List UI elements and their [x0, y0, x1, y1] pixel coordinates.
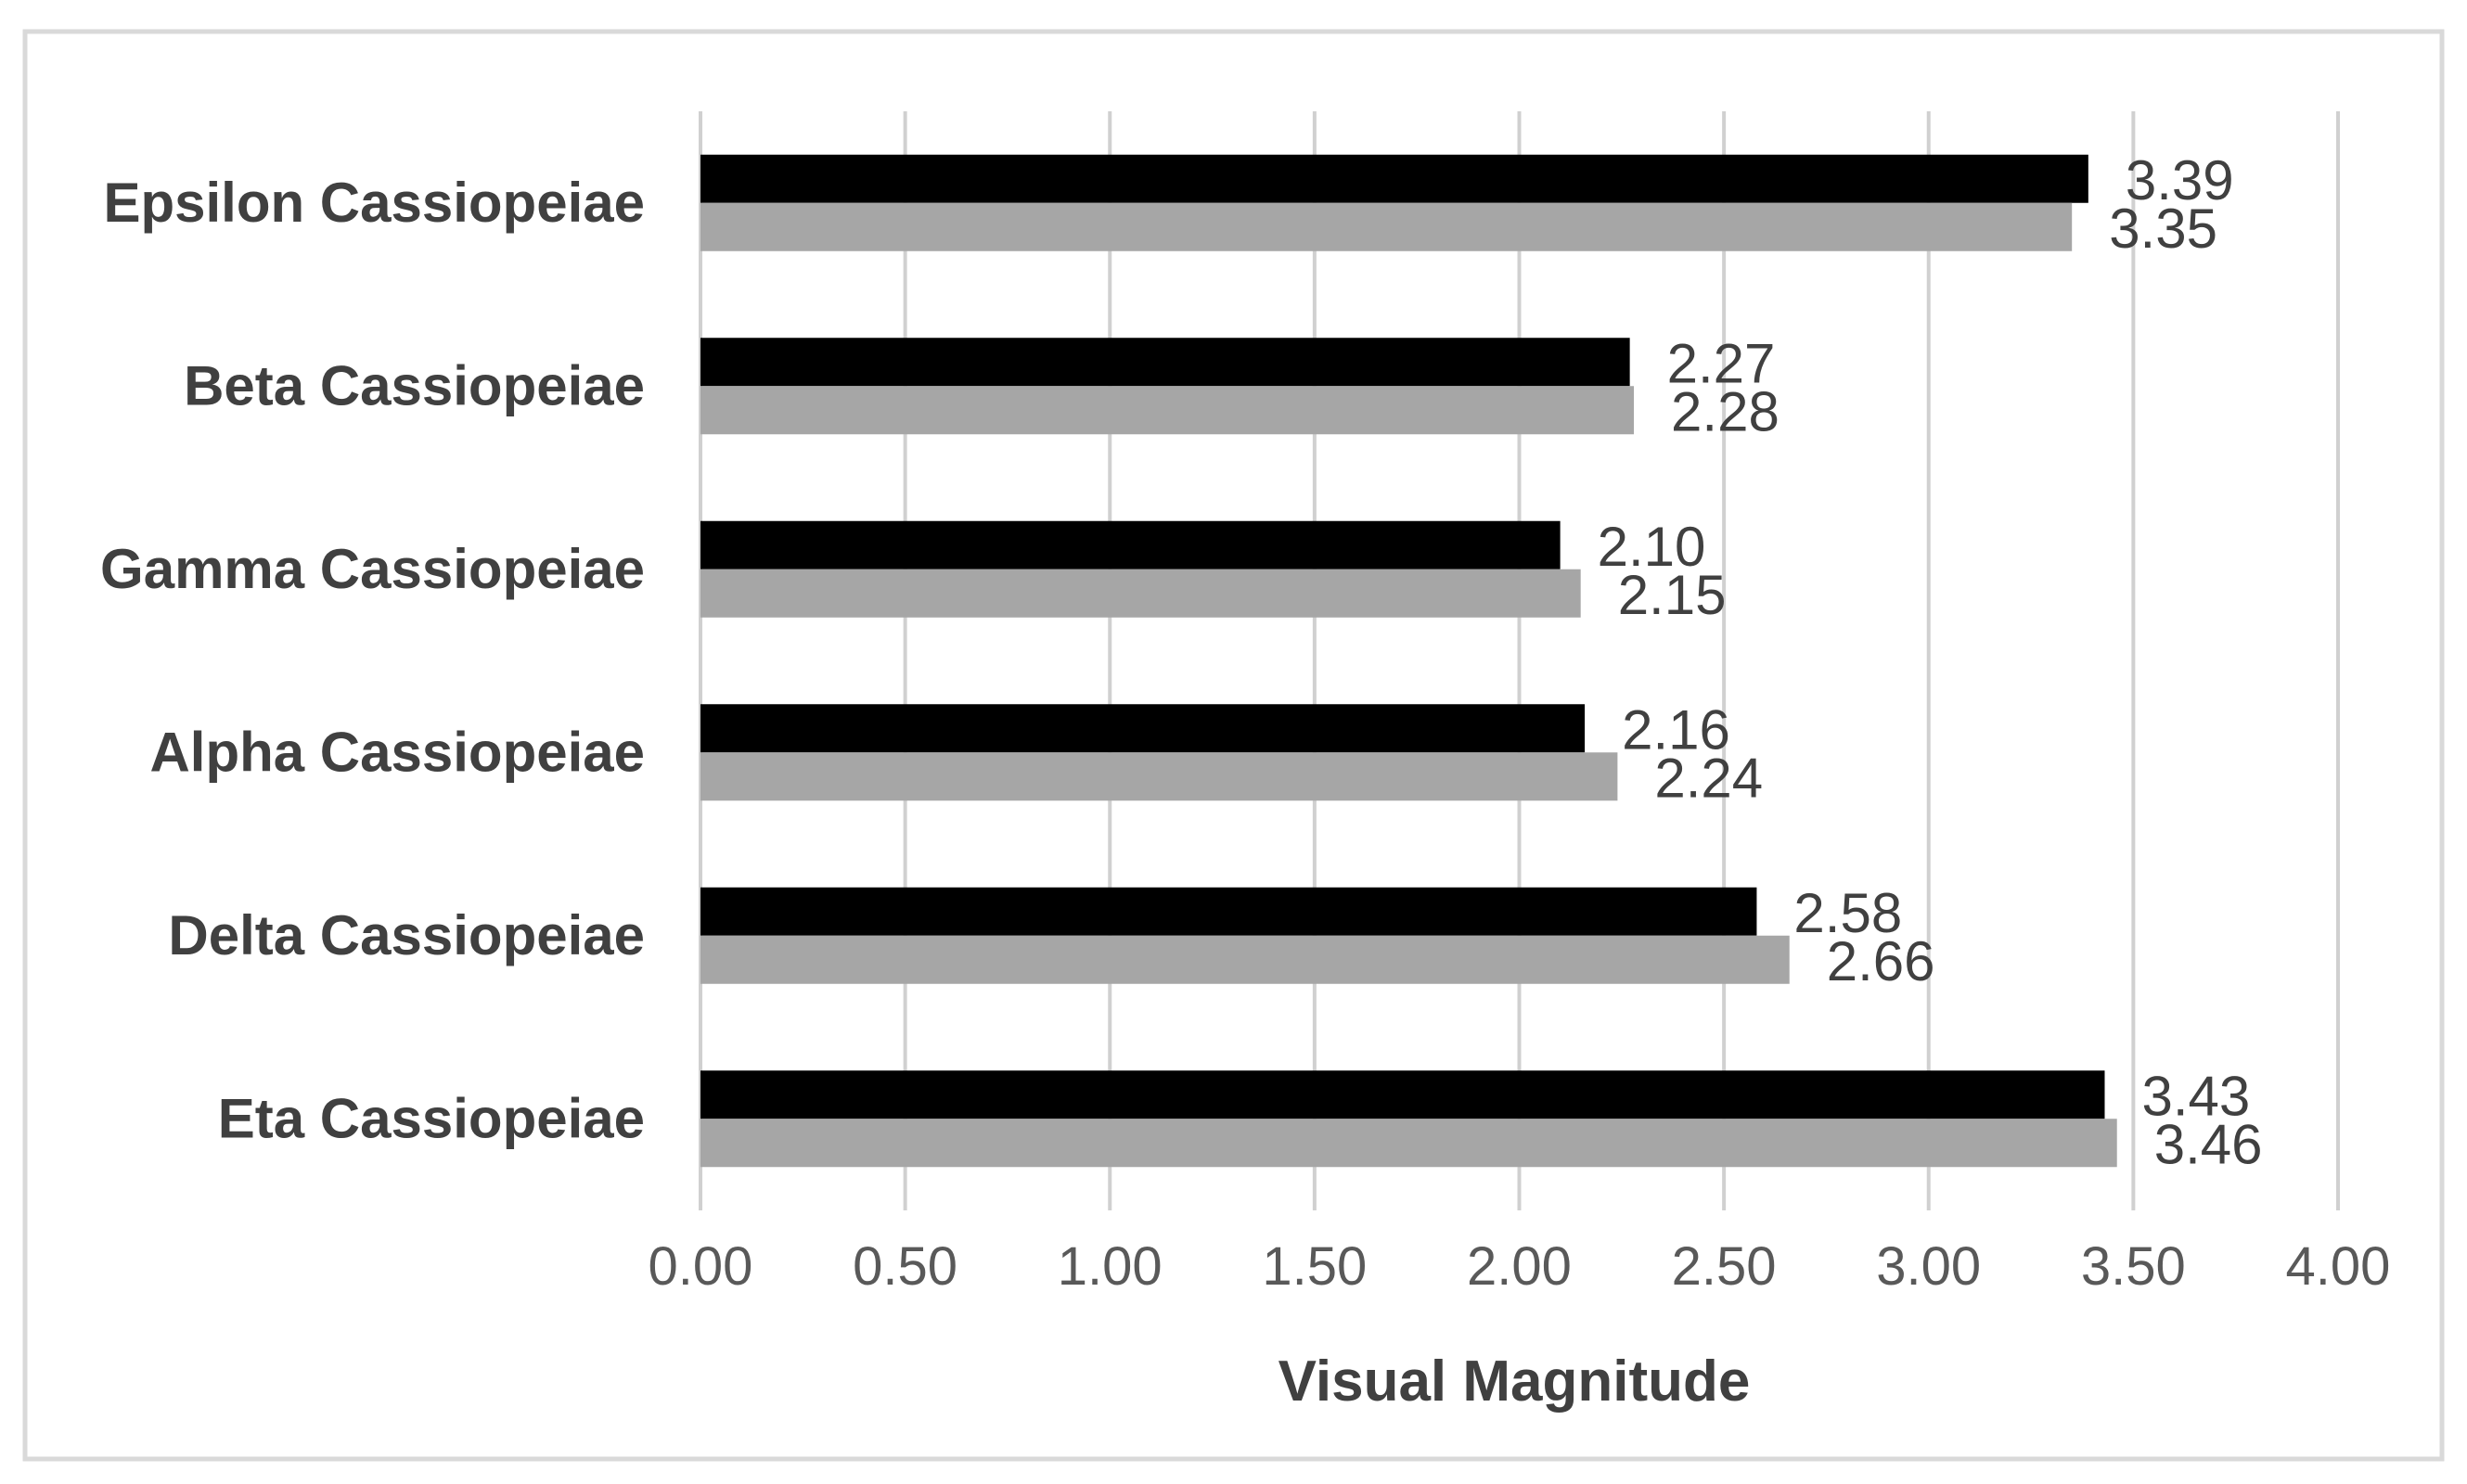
data-label: 2.15 — [1618, 564, 1727, 626]
bar — [700, 154, 2088, 203]
bar — [700, 520, 1561, 569]
x-tick-label: 1.00 — [1058, 1236, 1163, 1297]
data-label: 2.28 — [1671, 380, 1780, 442]
bar — [700, 1119, 2117, 1168]
category-label: Eta Cassiopeiae — [218, 1087, 645, 1149]
bar — [700, 202, 2073, 251]
data-label: 2.66 — [1827, 930, 1935, 992]
data-label: 2.24 — [1654, 747, 1763, 809]
data-labels: 3.433.46 2.582.66 2.162.24 2.102.15 2.272.28… — [1598, 149, 2263, 1176]
data-label: 3.35 — [2109, 198, 2217, 260]
category-labels: Eta Cassiopeiae Delta Cassiopeiae Alpha Ca… — [100, 172, 645, 1150]
x-tick-label: 0.00 — [649, 1236, 753, 1297]
data-label: 2.16 — [1622, 698, 1730, 761]
x-axis-title: Visual Magnitude — [1278, 1350, 1751, 1414]
bar — [700, 752, 1618, 801]
x-tick-labels: 0.00 0.50 1.00 1.50 2.00 2.50 3.00 3.50 4.00 — [649, 1236, 2391, 1297]
gridlines — [699, 111, 2340, 1210]
data-label: 2.27 — [1667, 332, 1776, 394]
category-label: Beta Cassiopeiae — [184, 354, 645, 416]
bars — [700, 154, 2117, 1168]
x-tick-label: 2.00 — [1467, 1236, 1572, 1297]
category-label: Delta Cassiopeiae — [168, 904, 645, 966]
bar — [700, 704, 1586, 753]
category-label: Epsilon Cassiopeiae — [103, 172, 645, 234]
bar — [700, 1070, 2105, 1119]
category-label: Gamma Cassiopeiae — [100, 538, 645, 600]
data-label: 3.43 — [2141, 1065, 2250, 1127]
bar — [700, 935, 1790, 984]
bar — [700, 338, 1630, 387]
data-label: 2.58 — [1793, 882, 1902, 944]
data-label: 2.10 — [1598, 516, 1706, 578]
bar — [700, 887, 1757, 936]
x-tick-label: 4.00 — [2286, 1236, 2391, 1297]
x-tick-label: 3.50 — [2081, 1236, 2186, 1297]
data-label: 3.39 — [2126, 149, 2234, 211]
data-label: 3.46 — [2154, 1113, 2263, 1175]
bar — [700, 386, 1635, 435]
x-tick-label: 3.00 — [1876, 1236, 1981, 1297]
bar — [700, 569, 1581, 618]
x-tick-label: 2.50 — [1672, 1236, 1777, 1297]
category-label: Alpha Cassiopeiae — [149, 721, 645, 783]
x-tick-label: 0.50 — [853, 1236, 957, 1297]
x-tick-label: 1.50 — [1262, 1236, 1367, 1297]
